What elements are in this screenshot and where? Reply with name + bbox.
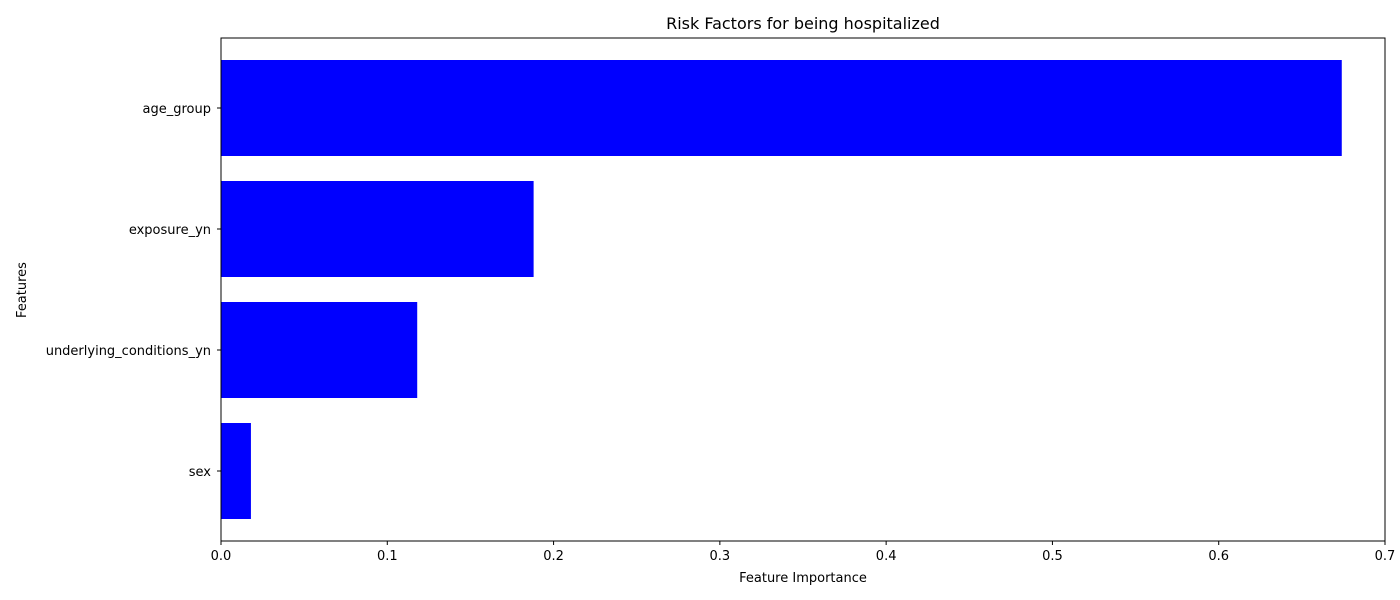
plot-frame <box>220 37 1386 542</box>
y-axis-ticks: age_group exposure_yn underlying_condition… <box>46 102 221 480</box>
x-tick-label: 0.3 <box>710 549 731 564</box>
y-tick-label: exposure_yn <box>129 223 211 238</box>
y-axis-label: Features <box>15 262 30 318</box>
x-tick-label: 0.1 <box>377 549 398 564</box>
x-axis-label: Feature Importance <box>739 571 867 586</box>
x-tick-label: 0.0 <box>211 549 232 564</box>
x-tick-label: 0.6 <box>1208 549 1229 564</box>
bar-exposure_yn <box>221 181 534 277</box>
y-tick-label: sex <box>189 465 212 480</box>
bar-underlying_conditions_yn <box>221 302 418 398</box>
x-tick-label: 0.5 <box>1042 549 1063 564</box>
y-tick-label: underlying_conditions_yn <box>46 344 211 359</box>
x-tick-label: 0.4 <box>876 549 897 564</box>
y-tick-label: age_group <box>143 102 211 117</box>
bars-layer <box>221 60 1342 519</box>
x-tick-label: 0.7 <box>1375 549 1396 564</box>
bar-age_group <box>221 60 1342 156</box>
chart-title: Risk Factors for being hospitalized <box>666 14 940 33</box>
x-tick-label: 0.2 <box>543 549 564 564</box>
x-axis-ticks: 0.0 0.1 0.2 0.3 0.4 0.5 0.6 0.7 <box>211 541 1396 564</box>
bar-sex <box>221 423 251 519</box>
